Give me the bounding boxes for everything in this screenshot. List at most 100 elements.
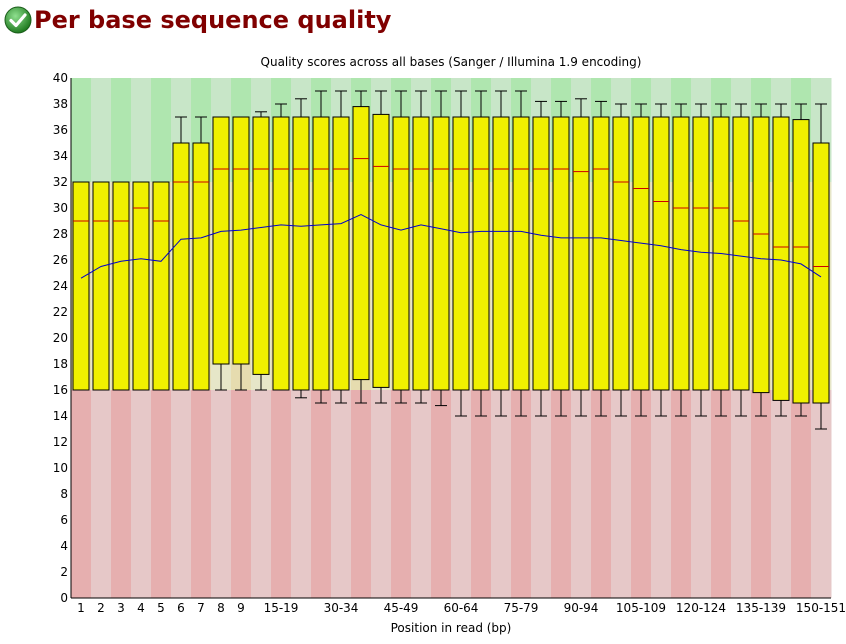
zone-stripe: [751, 390, 772, 598]
x-tick-label: 8: [217, 601, 225, 615]
x-tick-label: 5: [157, 601, 165, 615]
zone-stripe: [491, 390, 512, 598]
y-tick-label: 12: [53, 435, 68, 449]
zone-stripe: [91, 390, 112, 598]
iqr-box: [772, 116, 790, 401]
y-tick-label: 6: [60, 513, 68, 527]
iqr-box: [732, 116, 750, 391]
iqr-box: [292, 116, 310, 391]
iqr-box: [132, 181, 150, 391]
x-tick-labels: 1 2 3 4 5 6 7 8 9 15-19 30-34 45-49 60-64 75-79 90-94 1…: [77, 601, 846, 615]
box-9: [232, 116, 250, 391]
box-30-34: [332, 90, 350, 404]
box-40-44: [372, 90, 390, 404]
iqr-box: [532, 116, 550, 391]
iqr-box: [752, 116, 770, 394]
zone-stripe: [291, 390, 312, 598]
zone-stripe: [191, 390, 212, 598]
iqr-box: [272, 116, 290, 391]
zone-stripe: [791, 390, 812, 598]
x-tick-label: 135-139: [736, 601, 786, 615]
x-tick-label: 9: [237, 601, 245, 615]
x-tick-label: 120-124: [676, 601, 726, 615]
iqr-box: [412, 116, 430, 391]
iqr-box: [232, 116, 250, 365]
iqr-box: [172, 142, 190, 391]
box-2: [92, 181, 110, 391]
iqr-box: [612, 116, 630, 391]
zone-stripe: [731, 390, 752, 598]
iqr-box: [212, 116, 230, 365]
zone-stripe: [211, 390, 232, 598]
zone-stripe: [151, 390, 172, 598]
iqr-box: [252, 116, 270, 375]
box-35-39: [352, 90, 370, 404]
box-105-109: [632, 103, 650, 417]
x-tick-label: 60-64: [444, 601, 479, 615]
box-60-64: [452, 90, 470, 417]
box-115-119: [672, 103, 690, 417]
iqr-box: [432, 116, 450, 391]
y-tick-label: 30: [53, 201, 68, 215]
y-tick-label: 16: [53, 383, 68, 397]
zone-stripe: [671, 390, 692, 598]
zone-stripe: [271, 390, 292, 598]
y-tick-label: 4: [60, 539, 68, 553]
zone-stripe: [811, 390, 832, 598]
zone-stripe: [71, 390, 92, 598]
zone-stripe: [111, 390, 132, 598]
zone-stripe: [331, 390, 352, 598]
y-tick-label: 18: [53, 357, 68, 371]
zone-stripe: [691, 390, 712, 598]
box-4: [132, 181, 150, 391]
box-120-124: [692, 103, 710, 417]
iqr-box: [592, 116, 610, 391]
mean-line: [80, 213, 822, 279]
zone-stripe: [151, 78, 172, 182]
box-10-14: [252, 111, 270, 391]
zone-stripe: [771, 390, 792, 598]
x-tick-label: 150-151: [796, 601, 846, 615]
x-tick-label: 90-94: [564, 601, 599, 615]
y-tick-label: 10: [53, 461, 68, 475]
box-7: [192, 116, 210, 391]
box-25-29: [312, 90, 330, 404]
iqr-box: [352, 106, 370, 381]
zone-stripe: [91, 78, 112, 182]
zone-stripe: [451, 390, 472, 598]
zone-stripe: [471, 390, 492, 598]
zone-stripe: [371, 390, 392, 598]
zone-stripe: [611, 390, 632, 598]
iqr-box: [392, 116, 410, 391]
y-tick-label: 24: [53, 279, 68, 293]
box-130-134: [732, 103, 750, 417]
iqr-box: [152, 181, 170, 391]
x-tick-label: 75-79: [504, 601, 539, 615]
zone-stripe: [411, 390, 432, 598]
y-tick-label: 2: [60, 565, 68, 579]
zone-stripe: [551, 390, 572, 598]
x-tick-label: 7: [197, 601, 205, 615]
x-tick-label: 2: [97, 601, 105, 615]
box-3: [112, 181, 130, 391]
box-100-104: [612, 103, 630, 417]
x-tick-label: 3: [117, 601, 125, 615]
box-125-129: [712, 103, 730, 417]
box-140-144: [772, 103, 790, 417]
x-tick-label: 45-49: [384, 601, 419, 615]
iqr-box: [652, 116, 670, 391]
box-50-54: [412, 90, 430, 404]
pass-check-icon: [4, 6, 32, 34]
zone-stripe: [131, 78, 152, 182]
x-tick-label: 6: [177, 601, 185, 615]
x-tick-label: 105-109: [616, 601, 666, 615]
page-title: Per base sequence quality: [34, 6, 392, 34]
iqr-box: [192, 142, 210, 391]
iqr-box: [552, 116, 570, 391]
x-tick-label: 30-34: [324, 601, 359, 615]
box-plot-chart: Quality scores across all bases (Sanger …: [53, 55, 846, 635]
box-70-74: [492, 90, 510, 417]
x-tick-label: 15-19: [264, 601, 299, 615]
box-90-94: [572, 98, 590, 417]
iqr-box: [92, 181, 110, 391]
